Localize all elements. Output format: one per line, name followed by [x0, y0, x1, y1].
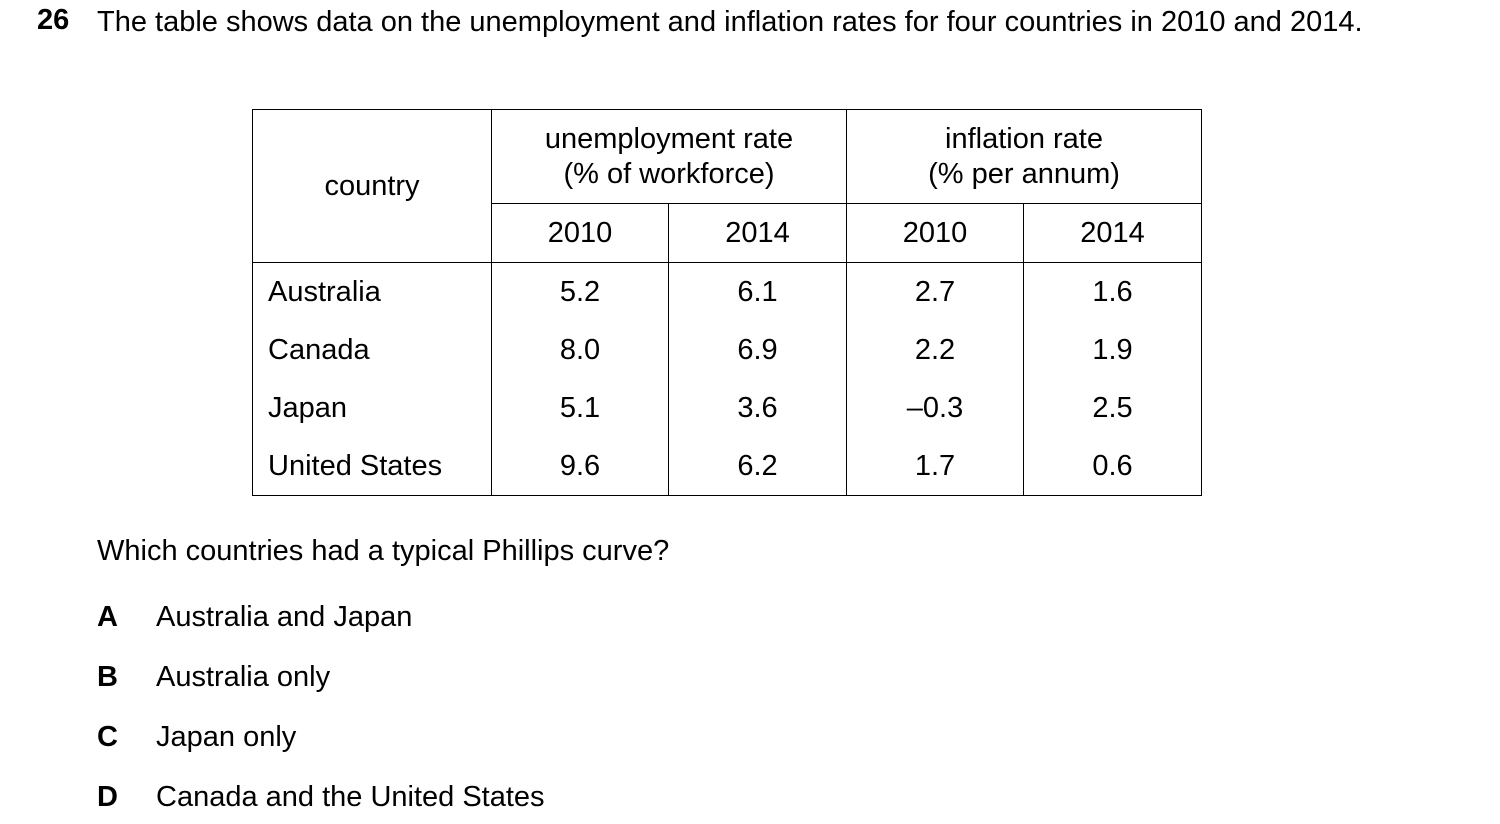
table-row: United States 9.6 6.2 1.7 0.6 [252, 437, 1202, 496]
option-b[interactable]: B Australia only [97, 661, 330, 694]
table-cell: –0.3 [846, 379, 1024, 437]
inflation-header: inflation rate (% per annum) [846, 109, 1202, 204]
inflation-header-line1: inflation rate [945, 122, 1103, 155]
question-number: 26 [37, 4, 70, 36]
option-letter: B [97, 661, 118, 693]
table-row: Canada 8.0 6.9 2.2 1.9 [252, 321, 1202, 379]
option-text: Australia only [156, 661, 331, 693]
option-d[interactable]: D Canada and the United States [97, 781, 545, 814]
country-name: United States [252, 437, 492, 496]
option-letter: A [97, 601, 118, 633]
table-cell: 6.9 [668, 321, 847, 379]
table-cell: 3.6 [668, 379, 847, 437]
unemployment-header-line1: unemployment rate [544, 122, 794, 155]
table-cell: 2.7 [846, 262, 1024, 321]
option-text: Japan only [156, 721, 297, 753]
option-letter: C [97, 721, 118, 753]
table-cell: 5.2 [491, 262, 669, 321]
year-header-inflation-2014: 2014 [1023, 203, 1202, 263]
country-name: Canada [252, 321, 492, 379]
year-header-unemployment-2010: 2010 [491, 203, 669, 263]
option-text: Australia and Japan [156, 601, 413, 633]
table-cell: 1.9 [1023, 321, 1202, 379]
table-row: Australia 5.2 6.1 2.7 1.6 [252, 262, 1202, 321]
table-cell: 9.6 [491, 437, 669, 496]
option-letter: D [97, 781, 118, 813]
option-c[interactable]: C Japan only [97, 721, 296, 754]
table-cell: 6.2 [668, 437, 847, 496]
country-name: Japan [252, 379, 492, 437]
data-table: country unemployment rate (% of workforc… [252, 109, 1202, 496]
table-row: Japan 5.1 3.6 –0.3 2.5 [252, 379, 1202, 437]
table-cell: 5.1 [491, 379, 669, 437]
question-prompt: Which countries had a typical Phillips c… [97, 535, 670, 567]
unemployment-header-line2: (% of workforce) [563, 157, 775, 190]
year-header-unemployment-2014: 2014 [668, 203, 847, 263]
table-cell: 1.7 [846, 437, 1024, 496]
country-header-label: country [324, 169, 420, 202]
option-a[interactable]: A Australia and Japan [97, 601, 412, 634]
option-text: Canada and the United States [156, 781, 545, 813]
table-cell: 8.0 [491, 321, 669, 379]
country-name: Australia [252, 262, 492, 321]
unemployment-header: unemployment rate (% of workforce) [491, 109, 847, 204]
table-cell: 1.6 [1023, 262, 1202, 321]
inflation-header-line2: (% per annum) [928, 157, 1120, 190]
question-stem: The table shows data on the unemployment… [97, 6, 1363, 38]
table-cell: 0.6 [1023, 437, 1202, 496]
year-header-inflation-2010: 2010 [846, 203, 1024, 263]
table-cell: 6.1 [668, 262, 847, 321]
country-header: country [252, 109, 492, 263]
table-cell: 2.2 [846, 321, 1024, 379]
table-cell: 2.5 [1023, 379, 1202, 437]
